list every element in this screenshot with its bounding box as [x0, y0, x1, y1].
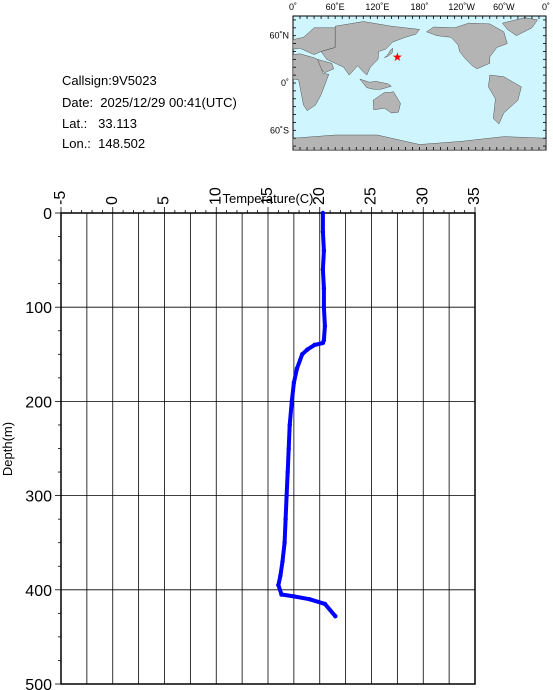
profile-point [285, 469, 290, 475]
map-lon-label: 120˚W [448, 2, 475, 12]
y-tick-label: 300 [25, 489, 52, 506]
profile-point [299, 352, 305, 357]
world-map: 0˚ 60˚E 120˚E 180˚ 120˚W 60˚W 0˚ 60˚N 0˚ 60˚S ★ [269, 2, 550, 151]
lon-text: Lon.: 148.502 [62, 136, 146, 151]
land-shape [372, 91, 401, 114]
profile-point [320, 210, 326, 216]
profile-point [287, 422, 292, 428]
y-axis-label: Depth(m) [0, 422, 15, 476]
profile-line [276, 211, 338, 619]
land-shape [359, 78, 392, 90]
profile-point [291, 594, 297, 599]
map-lon-label: 120˚E [365, 2, 389, 12]
date-text: Date: 2025/12/29 00:41(UTC) [62, 95, 237, 110]
map-land [292, 17, 547, 151]
profile-point [320, 229, 326, 235]
x-tick-label: 15 [259, 187, 276, 205]
profile-point [282, 540, 287, 545]
x-tick-label: -5 [52, 191, 69, 205]
map-top-labels: 0˚ 60˚E 120˚E 180˚ 120˚W 60˚W 0˚ [289, 2, 550, 12]
y-tick-label: 0 [43, 206, 52, 223]
profile-point [321, 286, 327, 291]
land-shape [384, 47, 394, 58]
profile-point [289, 399, 295, 404]
profile-point [284, 493, 289, 498]
grid-lines [61, 213, 475, 684]
x-tick-label: 25 [363, 187, 380, 205]
x-tick-label: 30 [414, 187, 431, 205]
temperature-profile [276, 210, 338, 619]
land-shape [426, 22, 508, 70]
x-tick-labels: -5 0 5 10 15 20 25 30 35 [52, 187, 483, 205]
profile-point [320, 267, 326, 272]
y-tick-label: 400 [25, 583, 52, 600]
profile-point [279, 592, 284, 597]
map-frame-ticks [292, 16, 547, 150]
map-lon-label: 0˚ [542, 2, 550, 12]
x-tick-label: 0 [104, 196, 121, 205]
y-tick-label: 100 [25, 300, 52, 317]
x-tick-label: 5 [156, 196, 173, 205]
station-marker: ★ [392, 50, 403, 64]
profile-point [278, 573, 283, 578]
land-shape [488, 74, 522, 125]
lat-text: Lat.: 33.113 [62, 116, 137, 131]
map-lon-label: 0˚ [289, 2, 297, 12]
land-shape [292, 27, 336, 55]
profile-point [286, 446, 291, 451]
profile-point [283, 516, 288, 522]
land-shape [320, 21, 420, 76]
callsign-text: Callsign:9V5023 [62, 73, 157, 88]
x-tick-label: 35 [466, 187, 483, 205]
map-lon-label: 60˚W [493, 2, 515, 12]
x-axis-label: Temperature(C) [222, 191, 313, 206]
map-lat-label: 0˚ [281, 78, 289, 88]
profile-point [312, 342, 317, 348]
minor-ticks [55, 207, 476, 685]
map-side-labels: 60˚N 0˚ 60˚S [269, 31, 289, 136]
profile-point [280, 559, 285, 564]
y-tick-labels: 0 100 200 300 400 500 [25, 206, 52, 690]
y-tick-label: 500 [25, 677, 52, 690]
profile-point [276, 582, 281, 588]
profile-point [322, 601, 328, 607]
y-tick-label: 200 [25, 394, 52, 411]
profile-point [321, 305, 327, 310]
profile-point [322, 323, 328, 329]
map-lat-label: 60˚S [270, 125, 289, 135]
profile-point [320, 340, 326, 346]
map-lon-label: 180˚ [410, 2, 428, 12]
profile-point [333, 613, 338, 619]
profile-point [321, 248, 327, 253]
x-tick-label: 20 [311, 187, 328, 205]
profile-point [294, 366, 300, 371]
land-shape [292, 53, 330, 111]
profile-point [305, 347, 310, 352]
profile-point [307, 597, 312, 602]
map-lat-label: 60˚N [269, 31, 289, 41]
map-lon-label: 60˚E [326, 2, 345, 12]
x-tick-label: 10 [207, 187, 224, 205]
profile-point [291, 380, 297, 385]
